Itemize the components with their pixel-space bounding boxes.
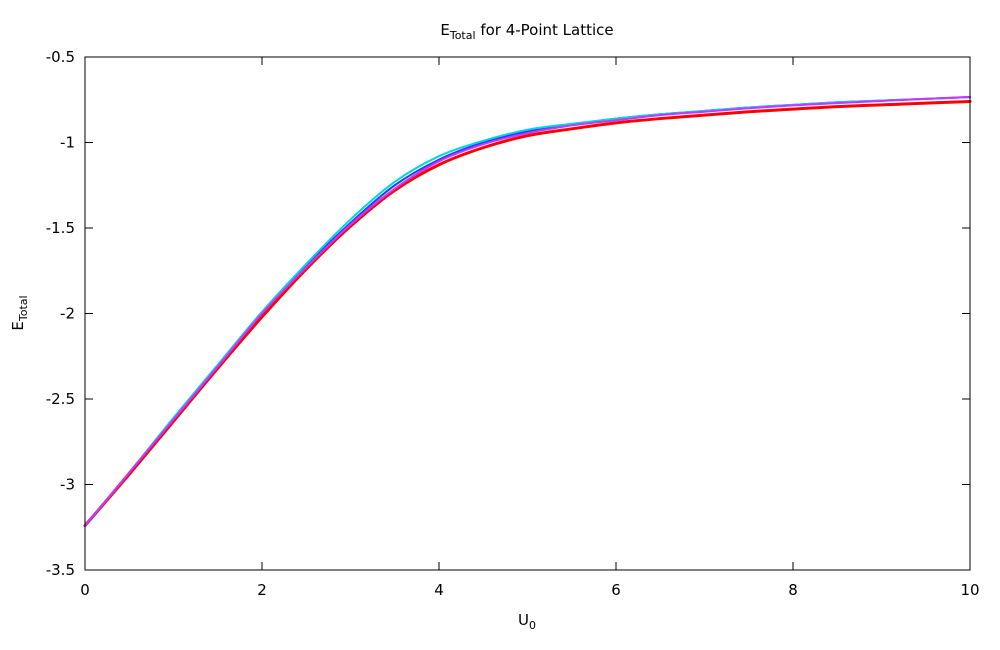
x-tick-label: 2 xyxy=(257,581,267,599)
y-tick-label: -1 xyxy=(60,134,75,152)
series-line-4 xyxy=(84,95,971,527)
x-tick-label: 4 xyxy=(434,581,444,599)
series-line-2 xyxy=(84,96,971,527)
y-tick-label: -0.5 xyxy=(46,48,75,66)
y-tick-label: -2 xyxy=(60,305,75,323)
tick-layer: 0 2 4 6 8 10 -3.5 -3 -2.5 -2 -1.5 -1 -0.5 xyxy=(46,48,980,599)
y-tick-label: -3.5 xyxy=(46,561,75,579)
x-tick-label: 6 xyxy=(611,581,621,599)
y-tick-label: -3 xyxy=(60,476,75,494)
x-tick-label: 10 xyxy=(960,581,979,599)
series-line-1 xyxy=(83,99,972,528)
x-tick-label: 8 xyxy=(788,581,798,599)
y-axis-label: ETotal xyxy=(9,295,30,330)
x-axis-label: U0 xyxy=(518,611,536,632)
series-layer xyxy=(83,95,972,528)
y-tick-label: -1.5 xyxy=(46,219,75,237)
x-tick-label: 0 xyxy=(80,581,90,599)
series-line-3 xyxy=(84,96,971,527)
chart-title: ETotal for 4-Point Lattice xyxy=(440,21,613,42)
y-tick-label: -2.5 xyxy=(46,390,75,408)
